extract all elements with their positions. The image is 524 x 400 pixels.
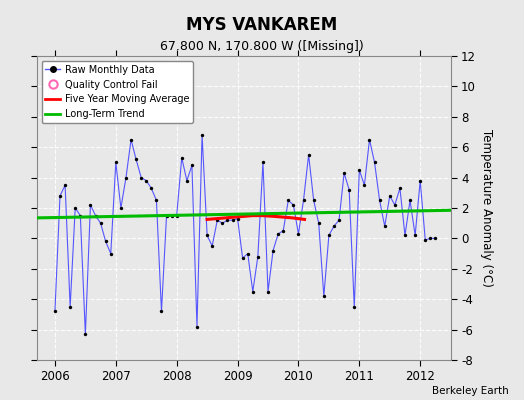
Point <box>370 159 379 166</box>
Point <box>274 231 282 237</box>
Point <box>330 223 338 230</box>
Point <box>299 197 308 204</box>
Point <box>172 212 181 219</box>
Point <box>233 216 242 222</box>
Point <box>279 228 288 234</box>
Point <box>254 254 262 260</box>
Point <box>208 243 216 249</box>
Point <box>61 182 69 188</box>
Point <box>142 178 150 184</box>
Point <box>51 308 59 314</box>
Point <box>406 197 414 204</box>
Legend: Raw Monthly Data, Quality Control Fail, Five Year Moving Average, Long-Term Tren: Raw Monthly Data, Quality Control Fail, … <box>41 61 193 123</box>
Point <box>320 293 328 299</box>
Point <box>162 212 171 219</box>
Point <box>365 136 374 143</box>
Point <box>345 186 353 193</box>
Point <box>122 174 130 181</box>
Point <box>259 159 267 166</box>
Point <box>96 220 105 226</box>
Point <box>106 250 115 257</box>
Point <box>350 304 358 310</box>
Point <box>137 174 145 181</box>
Point <box>264 288 272 295</box>
Point <box>375 197 384 204</box>
Point <box>218 220 226 226</box>
Point <box>386 193 394 199</box>
Point <box>117 205 125 211</box>
Point <box>188 162 196 169</box>
Point <box>248 288 257 295</box>
Point <box>71 205 80 211</box>
Point <box>132 156 140 162</box>
Y-axis label: Temperature Anomaly (°C): Temperature Anomaly (°C) <box>480 129 493 287</box>
Point <box>198 132 206 138</box>
Point <box>127 136 135 143</box>
Text: MYS VANKAREM: MYS VANKAREM <box>187 16 337 34</box>
Point <box>213 217 222 223</box>
Point <box>86 202 95 208</box>
Point <box>416 178 424 184</box>
Point <box>294 231 303 237</box>
Point <box>76 212 84 219</box>
Point <box>390 202 399 208</box>
Point <box>228 217 237 223</box>
Point <box>244 250 252 257</box>
Point <box>91 212 100 219</box>
Point <box>335 217 343 223</box>
Point <box>112 159 120 166</box>
Point <box>431 235 440 242</box>
Point <box>56 193 64 199</box>
Point <box>411 232 419 238</box>
Point <box>168 212 176 219</box>
Point <box>81 331 90 337</box>
Point <box>360 182 368 188</box>
Point <box>340 170 348 176</box>
Point <box>183 178 191 184</box>
Point <box>193 323 201 330</box>
Point <box>426 235 434 242</box>
Point <box>269 247 277 254</box>
Point <box>284 197 292 204</box>
Point <box>304 152 313 158</box>
Text: 67.800 N, 170.800 W ([Missing]): 67.800 N, 170.800 W ([Missing]) <box>160 40 364 53</box>
Point <box>66 304 74 310</box>
Point <box>238 255 247 261</box>
Point <box>102 238 110 245</box>
Point <box>380 223 389 230</box>
Point <box>223 217 232 223</box>
Point <box>314 220 323 226</box>
Point <box>325 232 333 238</box>
Point <box>152 197 161 204</box>
Point <box>178 155 186 161</box>
Point <box>147 185 156 192</box>
Point <box>157 308 166 314</box>
Point <box>401 232 409 238</box>
Point <box>396 185 404 192</box>
Point <box>421 237 430 243</box>
Point <box>310 197 318 204</box>
Point <box>289 202 298 208</box>
Point <box>355 167 364 173</box>
Text: Berkeley Earth: Berkeley Earth <box>432 386 508 396</box>
Point <box>203 232 211 238</box>
